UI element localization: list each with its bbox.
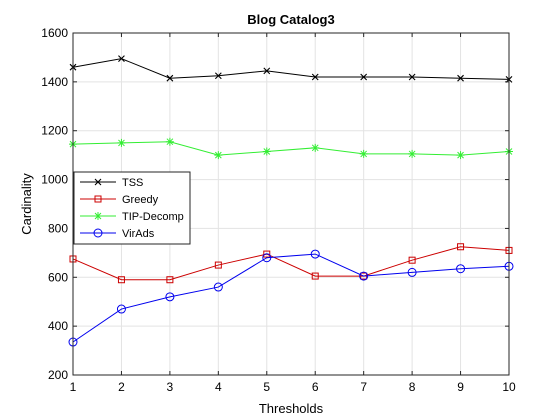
x-tick-label: 2 bbox=[118, 380, 125, 394]
data-point-tip-decomp bbox=[456, 151, 465, 160]
legend-marker bbox=[94, 195, 102, 203]
series-line-tss bbox=[72, 58, 510, 80]
chart-title: Blog Catalog3 bbox=[247, 12, 334, 27]
legend-label: TSS bbox=[122, 177, 143, 189]
data-point-tip-decomp bbox=[311, 143, 320, 152]
y-tick-label: 1400 bbox=[41, 75, 68, 89]
data-point-virads bbox=[213, 282, 223, 292]
legend-marker bbox=[93, 228, 103, 238]
y-tick-label: 1200 bbox=[41, 124, 68, 138]
data-point-virads bbox=[456, 264, 466, 274]
x-axis-label: Thresholds bbox=[259, 401, 324, 416]
data-point-tss bbox=[457, 74, 464, 82]
data-point-virads bbox=[262, 253, 272, 263]
x-tick-label: 1 bbox=[70, 380, 77, 394]
legend-item-tss: TSS bbox=[80, 177, 143, 189]
data-point-greedy bbox=[263, 250, 271, 258]
data-point-greedy bbox=[166, 276, 174, 284]
axis-ticks: 1 2 3 4 5 6 7 8 9 10 200 400 600 800 1000 1200 1400 1600 bbox=[41, 26, 516, 394]
data-point-tip-decomp bbox=[408, 149, 417, 158]
data-point-tip-decomp bbox=[359, 149, 368, 158]
legend-marker bbox=[94, 212, 102, 220]
data-point-greedy bbox=[408, 256, 416, 264]
legend-marker bbox=[94, 178, 102, 186]
y-tick-label: 1000 bbox=[41, 173, 68, 187]
plot-frame bbox=[72, 32, 510, 376]
data-point-tss bbox=[263, 67, 271, 75]
data-point-virads bbox=[165, 292, 175, 302]
x-tick-label: 4 bbox=[215, 380, 222, 394]
data-point-virads bbox=[310, 249, 320, 259]
data-point-greedy bbox=[214, 261, 222, 269]
series-tss bbox=[69, 55, 513, 83]
data-point-tss bbox=[311, 73, 319, 81]
data-point-tip-decomp bbox=[214, 151, 223, 160]
x-tick-label: 7 bbox=[360, 380, 367, 394]
x-tick-label: 3 bbox=[167, 380, 174, 394]
x-tick-label: 6 bbox=[312, 380, 319, 394]
legend-box bbox=[73, 171, 191, 245]
x-tick-label: 5 bbox=[263, 380, 270, 394]
y-tick-label: 1600 bbox=[41, 26, 68, 40]
data-point-tss bbox=[166, 74, 174, 82]
x-tick-label: 10 bbox=[502, 380, 516, 394]
legend-label: TIP-Decomp bbox=[122, 211, 184, 223]
data-point-tip-decomp bbox=[117, 138, 126, 147]
series-line-tip-decomp bbox=[72, 141, 510, 156]
data-point-virads bbox=[116, 304, 126, 314]
legend: TSS Greedy TIP-Decomp VirAds bbox=[73, 171, 191, 245]
x-tick-label: 9 bbox=[457, 380, 464, 394]
series-lines bbox=[68, 55, 514, 347]
y-tick-label: 600 bbox=[48, 270, 68, 284]
x-tick-label: 8 bbox=[409, 380, 416, 394]
legend-item-greedy: Greedy bbox=[80, 194, 159, 206]
y-tick-label: 400 bbox=[48, 319, 68, 333]
data-point-tip-decomp bbox=[165, 137, 174, 146]
data-point-virads bbox=[407, 267, 417, 277]
legend-label: Greedy bbox=[122, 194, 159, 206]
y-tick-label: 200 bbox=[48, 368, 68, 382]
legend-label: VirAds bbox=[122, 228, 155, 240]
data-point-virads bbox=[359, 271, 369, 281]
data-point-greedy bbox=[457, 243, 465, 251]
data-point-tip-decomp bbox=[262, 147, 271, 156]
data-point-tss bbox=[118, 55, 125, 63]
data-point-greedy bbox=[117, 276, 125, 284]
data-point-tss bbox=[408, 73, 416, 81]
data-point-tss bbox=[214, 72, 222, 80]
data-point-greedy bbox=[311, 272, 319, 280]
legend-item-tip-decomp: TIP-Decomp bbox=[80, 211, 184, 223]
y-axis-label: Cardinality bbox=[19, 173, 34, 235]
data-point-tss bbox=[360, 73, 368, 81]
series-line-greedy bbox=[72, 246, 510, 281]
legend-item-virads: VirAds bbox=[80, 228, 155, 240]
series-line-virads bbox=[72, 253, 510, 343]
y-tick-label: 800 bbox=[48, 221, 68, 235]
